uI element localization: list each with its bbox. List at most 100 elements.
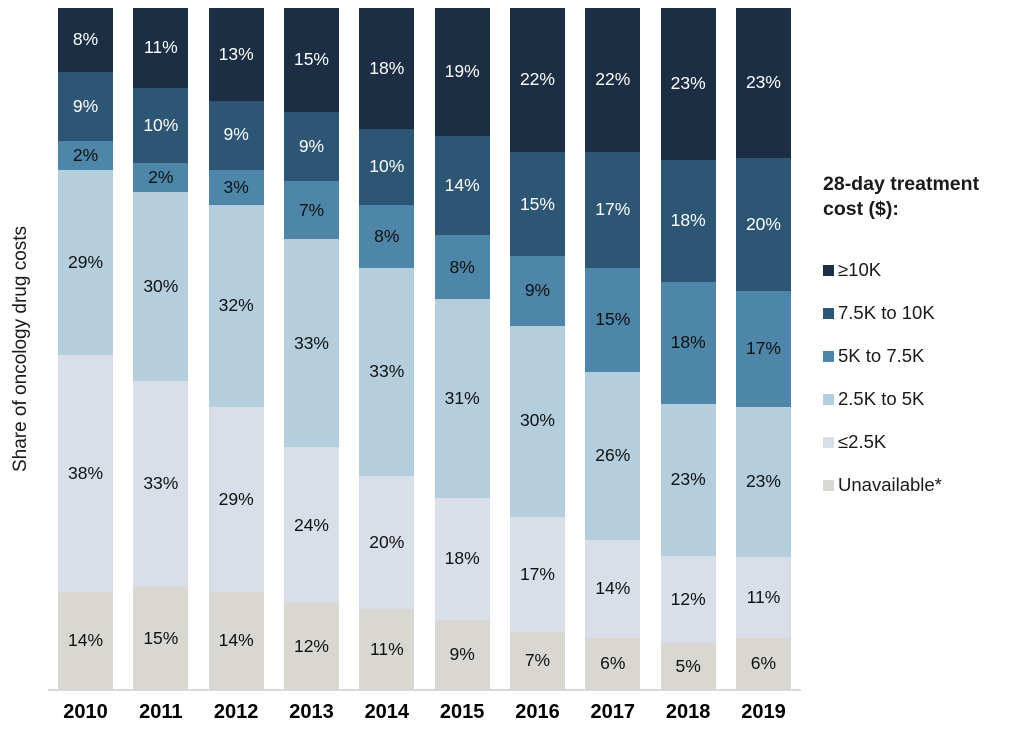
x-tick-2011: 2011 xyxy=(139,701,183,723)
legend-item-label: ≥10K xyxy=(838,259,882,281)
bar-segment-2014-3: 33% xyxy=(359,268,415,477)
bar-segment-2010-4: 38% xyxy=(58,354,113,592)
x-axis-tick-labels: 2010 2011 2012 2013 2014 2015 2016 2017 2018 2019 xyxy=(58,701,791,724)
bar-segment-2010-5: 14% xyxy=(58,591,113,691)
bar-segment-value: 38% xyxy=(67,462,104,483)
bar-segment-2010-0: 8% xyxy=(58,8,113,72)
bar-segment-2012-3: 32% xyxy=(208,204,264,407)
x-tick-2018: 2018 xyxy=(665,701,711,723)
x-tick-2016: 2016 xyxy=(515,701,560,723)
bar-segment-value: 18% xyxy=(444,548,480,569)
bar-segment-value: 14% xyxy=(67,630,104,651)
bar-segment-value: 14% xyxy=(444,175,480,196)
bar-segment-2017-5: 6% xyxy=(585,637,641,690)
stacked-bar-2010: 8% 9% 2% 29% 38% 14% xyxy=(58,8,113,691)
legend-item-label: Unavailable* xyxy=(838,474,942,496)
bar-segment-value: 15% xyxy=(143,627,179,648)
bar-segment-value: 22% xyxy=(519,69,555,90)
bar-segment-2018-4: 12% xyxy=(660,555,716,644)
bar-segment-2012-0: 13% xyxy=(208,8,264,101)
bar-segment-2012-1: 9% xyxy=(208,100,264,170)
bar-segment-value: 8% xyxy=(72,29,99,50)
bar-segment-2015-1: 14% xyxy=(434,136,490,236)
bar-segment-value: 11% xyxy=(143,37,178,58)
legend-swatch-icon xyxy=(823,393,834,405)
legend-item-label: 2.5K to 5K xyxy=(838,388,925,410)
bar-segment-2010-2: 2% xyxy=(58,141,113,171)
legend-item-0: ≥10K xyxy=(823,249,1021,292)
bar-segment-2011-0: 11% xyxy=(133,8,189,89)
bar-segment-value: 6% xyxy=(750,653,777,674)
bar-segment-value: 8% xyxy=(449,256,475,277)
x-tick-2012: 2012 xyxy=(213,701,259,723)
stacked-bar-2011: 11% 10% 2% 30% 33% 15% xyxy=(133,8,189,690)
bar-segment-2017-2: 15% xyxy=(585,268,641,373)
x-axis-line xyxy=(48,689,801,691)
bar-segment-2013-2: 7% xyxy=(283,181,339,240)
y-axis-label: Share of oncology drug costs xyxy=(10,225,31,473)
legend-items: ≥10K 7.5K to 10K 5K to 7.5K 2.5K to 5K ≤2.5K… xyxy=(823,249,1021,507)
bar-segment-value: 18% xyxy=(670,332,706,353)
bar-segment-value: 15% xyxy=(293,49,329,70)
bar-segment-2017-4: 14% xyxy=(585,539,641,638)
bar-segment-value: 2% xyxy=(148,166,174,187)
bar-segment-value: 6% xyxy=(600,653,626,674)
stacked-bar-2018: 23% 18% 18% 23% 12% 5% xyxy=(660,8,716,690)
bar-segment-value: 7% xyxy=(524,650,551,671)
bar-segment-value: 15% xyxy=(595,309,631,330)
bar-segment-2012-4: 29% xyxy=(208,406,264,592)
bar-segment-value: 9% xyxy=(72,95,99,116)
bar-segment-2015-4: 18% xyxy=(434,497,490,621)
bar-segment-2012-5: 14% xyxy=(208,591,264,691)
bar-segment-2018-0: 23% xyxy=(660,8,716,160)
legend-item-label: 5K to 7.5K xyxy=(838,345,925,367)
bar-segment-value: 11% xyxy=(746,586,781,607)
bar-segment-value: 24% xyxy=(293,514,329,535)
bar-segment-2011-4: 33% xyxy=(133,380,189,587)
bar-segment-value: 17% xyxy=(595,199,631,220)
bar-segment-value: 30% xyxy=(519,410,555,431)
bar-segment-2016-0: 22% xyxy=(509,8,565,153)
legend-item-1: 7.5K to 10K xyxy=(823,292,1021,335)
bar-segment-value: 32% xyxy=(218,295,254,316)
bar-segment-value: 9% xyxy=(298,136,325,157)
bar-segment-2016-2: 9% xyxy=(509,256,565,326)
bar-segment-2015-0: 19% xyxy=(434,8,490,137)
bar-segment-2019-1: 20% xyxy=(735,158,791,292)
legend-item-5: Unavailable* xyxy=(823,464,1021,507)
bar-segment-value: 29% xyxy=(218,488,254,509)
bar-segment-2019-0: 23% xyxy=(735,8,791,159)
bar-segment-value: 11% xyxy=(369,638,404,659)
bar-segment-value: 19% xyxy=(444,61,480,82)
bar-segment-value: 9% xyxy=(223,124,249,145)
bar-segment-2019-5: 6% xyxy=(735,637,791,690)
legend-item-4: ≤2.5K xyxy=(823,421,1021,464)
bar-segment-value: 17% xyxy=(519,563,555,584)
legend-title: 28-day treatment cost ($): xyxy=(823,173,980,221)
bar-segment-value: 9% xyxy=(524,280,551,301)
x-tick-2017: 2017 xyxy=(590,701,636,723)
bar-segment-value: 12% xyxy=(293,635,329,656)
legend-swatch-icon xyxy=(823,436,834,448)
bar-segment-value: 31% xyxy=(444,387,480,408)
bar-segment-value: 23% xyxy=(745,471,781,492)
legend-item-label: 7.5K to 10K xyxy=(838,302,935,324)
x-tick-2015: 2015 xyxy=(439,701,485,723)
stacked-bar-2016: 22% 15% 9% 30% 17% 7% xyxy=(509,8,565,690)
legend-swatch-icon xyxy=(823,264,834,276)
stacked-bar-2019: 23% 20% 17% 23% 11% 6% xyxy=(735,8,791,690)
bar-segment-value: 18% xyxy=(670,210,706,230)
bar-segment-2019-2: 17% xyxy=(735,291,791,407)
legend-swatch-icon xyxy=(823,307,834,319)
bar-segment-2011-2: 2% xyxy=(133,162,189,192)
bar-segment-value: 30% xyxy=(143,275,179,296)
x-tick-2013: 2013 xyxy=(289,701,334,723)
legend-item-2: 5K to 7.5K xyxy=(823,335,1021,378)
bar-segment-value: 33% xyxy=(369,361,405,382)
bar-segment-value: 23% xyxy=(670,73,706,94)
plot-area: 8% 9% 2% 29% 38% 14% 11% 10% 2% 30% 33% 15% 13% 9% 3% 3… xyxy=(58,8,791,691)
legend-swatch-icon xyxy=(823,350,834,362)
bar-segment-2018-2: 18% xyxy=(660,281,716,405)
bar-segment-value: 29% xyxy=(67,251,104,272)
bar-segment-value: 26% xyxy=(595,445,631,466)
